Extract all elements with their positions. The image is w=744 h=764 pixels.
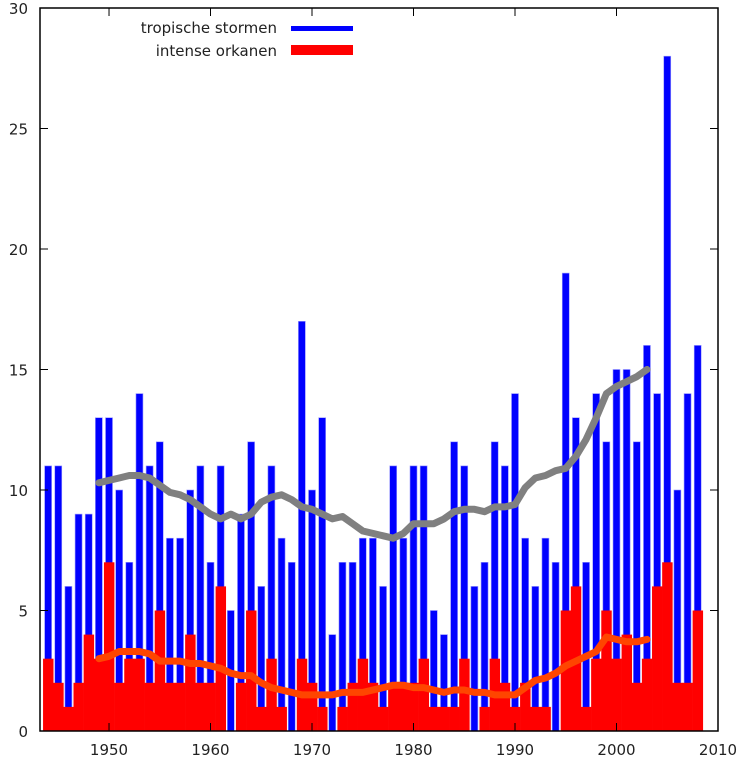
intense-hurricane-bar-1989	[499, 682, 511, 731]
legend-swatch-tropical-storms	[291, 26, 353, 31]
intense-hurricane-bar-1995	[560, 610, 572, 731]
intense-hurricane-bar-1979	[398, 682, 409, 731]
tropical-storm-bar-2007	[683, 393, 692, 732]
x-tick-label: 2010	[699, 741, 737, 759]
intense-hurricane-bar-1956	[164, 682, 176, 731]
tropical-storm-bar-1973	[338, 561, 347, 732]
intense-hurricane-bar-1990	[509, 706, 521, 731]
intense-hurricane-bar-1983	[438, 706, 450, 731]
tropical-storm-trend-line	[95, 366, 651, 542]
intense-hurricane-bar-1978	[388, 682, 399, 731]
intense-hurricane-bar-1952	[124, 658, 135, 731]
y-tick-label: 5	[18, 603, 28, 621]
intense-hurricane-bar-1967	[276, 706, 287, 731]
intense-hurricane-bar-1964	[246, 610, 257, 731]
intense-hurricane-bar-1963	[235, 682, 247, 731]
intense-hurricane-bar-1987	[479, 706, 490, 731]
intense-hurricane-bar-1961	[215, 586, 227, 731]
tropical-storm-bar-1987	[480, 561, 489, 732]
y-tick-label: 25	[9, 121, 28, 139]
intense-hurricane-bar-1992	[530, 706, 541, 731]
intense-hurricane-bar-1950	[103, 562, 115, 731]
y-tick-label: 20	[9, 241, 28, 259]
intense-hurricane-bar-1980	[408, 682, 419, 731]
legend: tropische stormen intense orkanen	[141, 19, 353, 60]
legend-label-tropical-storms: tropische stormen	[141, 19, 277, 37]
x-tick-label: 1960	[191, 741, 229, 759]
intense-hurricane-bar-1953	[134, 658, 145, 731]
tropical-storm-bar-1967	[277, 537, 286, 732]
intense-hurricane-bar-1997	[580, 706, 592, 731]
intense-hurricane-bar-1991	[520, 682, 531, 731]
legend-label-intense-hurricanes: intense orkanen	[156, 42, 277, 60]
intense-hurricane-bar-1945	[53, 682, 64, 731]
intense-hurricane-bar-1951	[114, 682, 125, 731]
tropical-storm-bar-1971	[318, 417, 326, 732]
intense-hurricane-bar-1971	[317, 706, 328, 731]
intense-hurricane-bar-1999	[601, 610, 612, 731]
intense-hurricane-bars	[43, 562, 704, 731]
x-tick-label: 2000	[597, 741, 635, 759]
intense-hurricane-bar-1977	[377, 706, 389, 731]
intense-hurricane-bar-1974	[347, 682, 358, 731]
intense-hurricane-bar-1946	[63, 706, 74, 731]
intense-hurricane-bar-1985	[459, 658, 470, 731]
intense-hurricane-bar-2008	[692, 610, 704, 731]
axis-ticks: 0 5 10 15 20 25 30 1950 1960 1970 1980 1990 2000 2010	[9, 0, 737, 759]
tropical-storm-bar-1986	[470, 586, 479, 732]
intense-hurricane-bar-1973	[337, 706, 348, 731]
intense-hurricane-bar-2000	[611, 658, 622, 731]
intense-hurricane-bar-2001	[621, 634, 633, 731]
tropical-storm-bar-1972	[328, 634, 337, 732]
intense-hurricane-bar-2005	[662, 562, 673, 731]
intense-hurricane-bar-1957	[174, 682, 186, 731]
intense-hurricane-bar-2007	[682, 682, 693, 731]
intense-hurricane-bar-1984	[449, 706, 460, 731]
tropical-storm-bar-1968	[287, 561, 296, 732]
intense-hurricane-bar-1965	[256, 706, 267, 731]
y-tick-label: 30	[9, 0, 28, 18]
tropical-storm-bar-1990	[511, 393, 519, 732]
intense-hurricane-bar-1981	[418, 658, 430, 731]
tropical-storm-bar-1997	[582, 561, 590, 732]
intense-hurricane-bar-2003	[641, 658, 653, 731]
intense-hurricane-bar-1982	[428, 706, 440, 731]
intense-hurricane-bar-1948	[83, 634, 95, 731]
intense-hurricane-bar-2002	[631, 682, 643, 731]
intense-hurricane-bar-1959	[195, 682, 206, 731]
intense-hurricane-bar-1966	[266, 658, 277, 731]
tropical-storm-bar-1994	[551, 561, 560, 732]
intense-hurricane-bar-1949	[93, 658, 105, 731]
intense-hurricane-bar-1960	[205, 682, 216, 731]
x-tick-label: 1990	[496, 741, 534, 759]
smoothed-lines	[95, 366, 651, 699]
x-tick-label: 1950	[90, 741, 128, 759]
legend-swatch-intense-hurricanes	[291, 45, 353, 55]
y-tick-label: 0	[18, 723, 28, 741]
intense-hurricane-bar-1947	[73, 682, 84, 731]
intense-hurricane-bar-2004	[652, 586, 663, 731]
x-tick-label: 1970	[293, 741, 331, 759]
intense-hurricane-bar-1993	[540, 706, 551, 731]
intense-hurricane-bar-1954	[144, 682, 155, 731]
y-tick-label: 10	[9, 482, 28, 500]
y-tick-label: 15	[9, 362, 28, 380]
x-tick-label: 1980	[394, 741, 432, 759]
intense-hurricane-bar-1944	[43, 658, 54, 731]
intense-hurricane-bar-1955	[154, 610, 166, 731]
intense-hurricane-bar-2006	[672, 682, 683, 731]
intense-hurricane-bar-1958	[185, 634, 196, 731]
intense-hurricane-bar-1998	[591, 658, 602, 731]
intense-hurricane-bar-1976	[367, 682, 379, 731]
intense-hurricane-trend-line	[95, 633, 651, 699]
intense-hurricane-bar-1970	[306, 682, 318, 731]
tropical-storm-bar-1993	[541, 537, 550, 732]
